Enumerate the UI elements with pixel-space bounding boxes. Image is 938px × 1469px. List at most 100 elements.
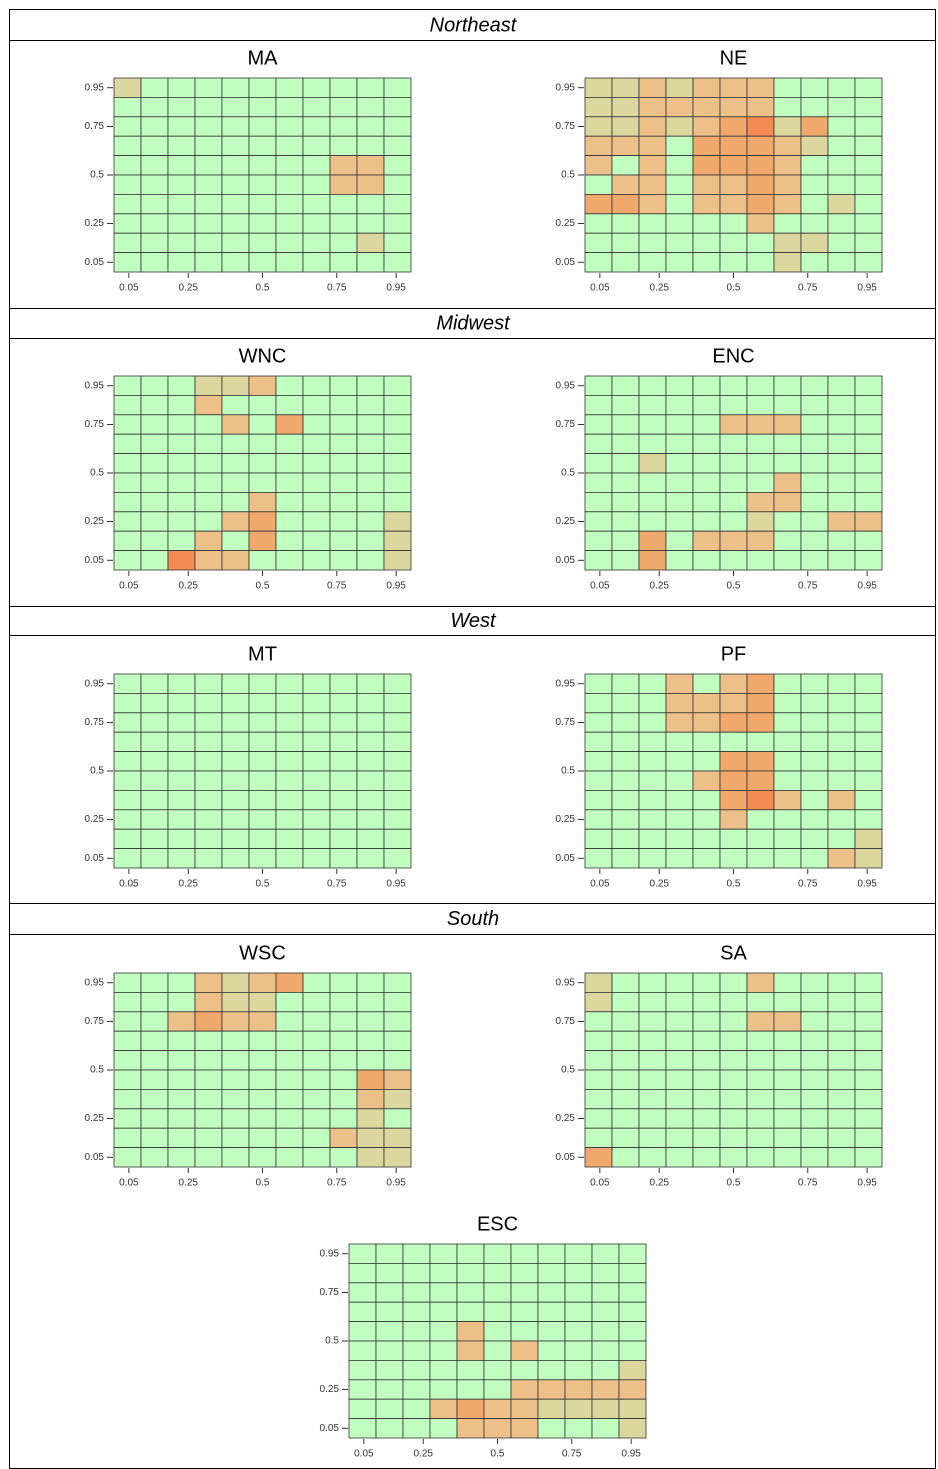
heat-cell — [383, 77, 412, 98]
heat-cell — [692, 472, 721, 493]
heat-cell — [329, 992, 358, 1013]
heat-cell — [375, 1379, 404, 1400]
heat-cell — [248, 1069, 277, 1090]
heat-cell — [140, 491, 169, 513]
heat-cell — [854, 394, 883, 416]
y-tick-label: 0.95 — [85, 82, 105, 93]
heat-cell — [194, 1030, 223, 1051]
heat-cell — [746, 1011, 775, 1032]
heat-cell — [429, 1379, 458, 1400]
heat-cell — [773, 77, 802, 98]
heat-cell — [113, 1011, 142, 1032]
heat-cell — [329, 511, 358, 532]
heat-cell — [719, 453, 748, 474]
heat-cell — [302, 511, 331, 532]
heat-cell — [854, 491, 883, 513]
y-tick-label: 0.75 — [85, 1016, 105, 1027]
heat-cell — [618, 1360, 647, 1381]
heat-cell — [692, 530, 721, 552]
heat-cell — [402, 1418, 431, 1439]
heat-cell — [638, 770, 667, 791]
x-tick-label: 0.95 — [386, 879, 406, 890]
heat-cell — [140, 1069, 169, 1090]
heat-cell — [611, 116, 640, 137]
heat-cell — [773, 1108, 802, 1129]
heat-cell — [746, 972, 775, 993]
heat-cell — [429, 1263, 458, 1284]
heat-cell — [692, 394, 721, 416]
heat-cell — [221, 1147, 250, 1168]
heat-cell — [773, 673, 802, 694]
heat-cell — [854, 848, 883, 869]
heat-cell — [773, 1011, 802, 1032]
heat-cell — [665, 394, 694, 416]
heat-cell — [221, 511, 250, 532]
heat-cell — [638, 1069, 667, 1090]
heat-cell — [140, 97, 169, 118]
heat-cell — [167, 1011, 196, 1032]
heat-cell — [221, 135, 250, 156]
heat-cell — [248, 1127, 277, 1148]
heat-cell — [611, 751, 640, 772]
heat-cell — [140, 1050, 169, 1071]
heat-cell — [248, 550, 277, 571]
x-tick-label: 0.5 — [727, 1178, 741, 1189]
heat-cell — [719, 550, 748, 571]
heat-cell — [302, 1030, 331, 1051]
heat-cell — [584, 511, 613, 532]
heat-cell — [302, 693, 331, 714]
x-tick-label: 0.95 — [857, 1178, 877, 1189]
heat-cell — [692, 77, 721, 98]
heat-cell — [348, 1243, 377, 1264]
heat-cell — [854, 1127, 883, 1148]
heat-cell — [140, 828, 169, 850]
heat-cell — [113, 1069, 142, 1090]
heat-cell — [746, 731, 775, 753]
heat-cell — [719, 992, 748, 1013]
heat-cell — [638, 1089, 667, 1110]
heat-cell — [773, 232, 802, 253]
y-tick-label: 0.25 — [85, 1113, 105, 1124]
x-tick-label: 0.75 — [562, 1449, 582, 1460]
heat-cell — [275, 433, 304, 455]
heat-cell — [356, 1050, 385, 1071]
heat-cell — [375, 1263, 404, 1284]
heat-cell — [456, 1418, 485, 1439]
heat-cell — [827, 828, 856, 850]
y-tick-label: 0.75 — [85, 717, 105, 728]
heat-cell — [854, 809, 883, 830]
heat-cell — [537, 1321, 566, 1342]
heat-cell — [456, 1340, 485, 1361]
heat-cell — [746, 1147, 775, 1168]
heat-cell — [719, 848, 748, 869]
heat-cell — [329, 472, 358, 493]
heat-cell — [113, 530, 142, 552]
heat-cell — [584, 77, 613, 98]
heat-cell — [375, 1360, 404, 1381]
heat-cell — [456, 1360, 485, 1381]
x-tick-label: 0.25 — [179, 1178, 199, 1189]
heat-cell — [564, 1360, 593, 1381]
heat-cell — [611, 232, 640, 253]
heat-cell — [113, 550, 142, 571]
heat-cell — [827, 992, 856, 1013]
y-tick-label: 0.05 — [85, 555, 105, 566]
x-tick-label: 0.25 — [650, 283, 670, 294]
heat-cell — [854, 530, 883, 552]
heat-cell — [194, 414, 223, 435]
heat-cell — [221, 414, 250, 435]
heat-cell — [275, 174, 304, 195]
heat-cell — [383, 770, 412, 791]
heat-cell — [113, 174, 142, 195]
y-tick-label: 0.25 — [556, 218, 576, 229]
heat-cell — [194, 155, 223, 176]
heat-cell — [800, 751, 829, 772]
heat-cell — [746, 155, 775, 176]
heat-cell — [827, 1127, 856, 1148]
heat-cell — [638, 252, 667, 273]
heat-cell — [827, 809, 856, 830]
heat-cell — [692, 972, 721, 993]
heat-cell — [773, 992, 802, 1013]
x-tick-label: 0.25 — [650, 1178, 670, 1189]
heat-cell — [113, 116, 142, 137]
